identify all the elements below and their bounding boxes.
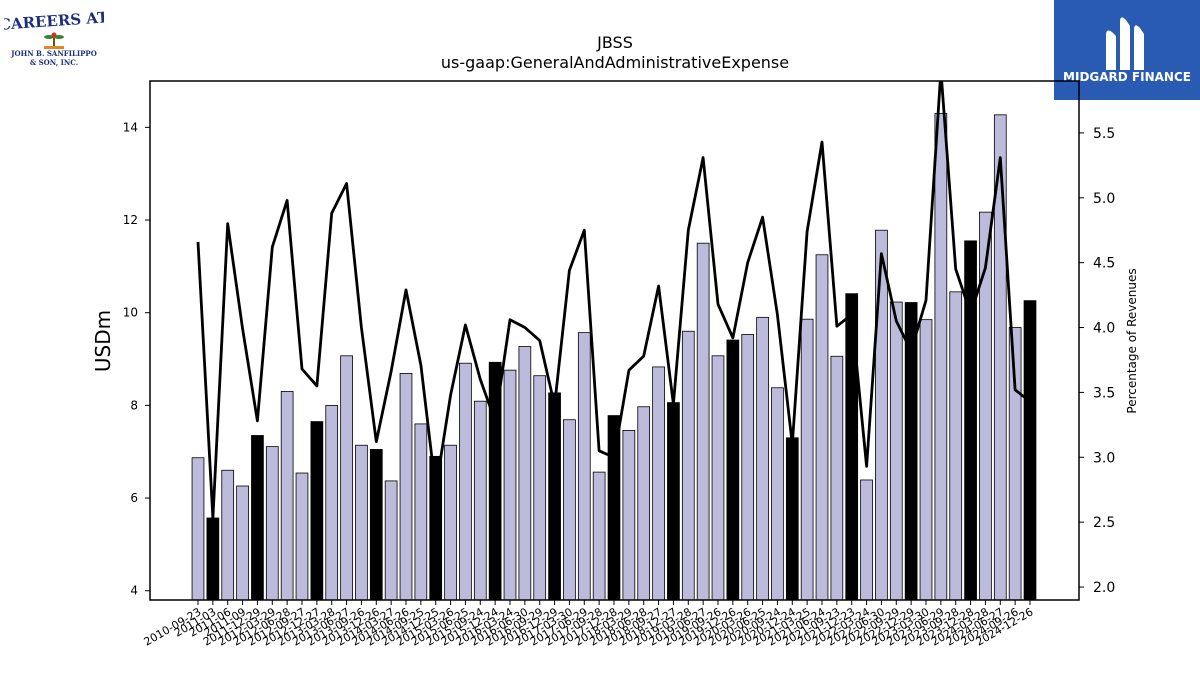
- y2-tick-label: 4.0: [1093, 321, 1115, 337]
- bar: [934, 113, 948, 601]
- careers-logo: CAREERS AT JOHN B. SANFILIPPO & SON, INC…: [0, 4, 110, 72]
- bar: [295, 472, 309, 601]
- bar: [518, 346, 532, 601]
- bar: [206, 517, 220, 601]
- y2-axis-label: Percentage of Revenues: [1125, 268, 1139, 413]
- bar: [503, 369, 517, 601]
- y2-tick-label: 5.5: [1093, 126, 1115, 142]
- palm-tree-icon: [44, 32, 64, 49]
- y-tick-label: 8: [130, 398, 138, 412]
- bar: [875, 229, 888, 601]
- bar: [919, 319, 933, 601]
- bar: [845, 293, 859, 601]
- y-axis-left: 4 6 8 10 12 14: [123, 120, 150, 598]
- y-tick-label: 4: [130, 584, 138, 598]
- bar-series: [191, 113, 1037, 601]
- bar: [533, 375, 547, 601]
- y-tick-label: 10: [123, 306, 138, 320]
- bar: [459, 362, 472, 601]
- bar: [399, 373, 413, 601]
- x-axis: 2010-09-232011-032011-062011-092011-12-2…: [142, 600, 1036, 649]
- y2-tick-label: 2.0: [1093, 580, 1115, 596]
- bar: [577, 332, 591, 601]
- midgard-m-icon: [1106, 17, 1144, 70]
- bar: [949, 291, 963, 601]
- bar: [592, 471, 606, 601]
- y2-tick-label: 2.5: [1093, 515, 1115, 531]
- bar: [236, 485, 249, 601]
- bar: [1008, 327, 1022, 601]
- bar: [830, 355, 844, 601]
- y2-tick-label: 3.5: [1093, 385, 1115, 401]
- bar: [414, 423, 428, 601]
- bar: [964, 240, 977, 601]
- bar: [221, 469, 235, 601]
- bar: [815, 254, 829, 601]
- y-axis-right: 2.0 2.5 3.0 3.5 4.0 4.5 5.0 5.5: [1079, 126, 1115, 596]
- bar: [741, 334, 755, 601]
- bar: [756, 316, 769, 601]
- bar: [860, 479, 873, 601]
- y2-tick-label: 4.5: [1093, 256, 1115, 272]
- bar: [340, 355, 353, 601]
- bar: [771, 387, 784, 601]
- bar: [785, 437, 799, 601]
- bar: [667, 402, 680, 601]
- bar: [444, 444, 457, 601]
- bar: [355, 444, 368, 601]
- bar: [369, 448, 383, 601]
- bar: [681, 330, 695, 601]
- bar: [280, 391, 294, 601]
- bar: [652, 366, 665, 601]
- percentage-line: [196, 81, 1031, 520]
- y2-tick-label: 3.0: [1093, 450, 1115, 466]
- y-axis-label: USDm: [91, 310, 115, 372]
- bar: [191, 457, 205, 601]
- careers-logo-line3: & SON, INC.: [30, 58, 78, 67]
- bar: [1023, 300, 1037, 601]
- bar: [622, 429, 636, 601]
- bar: [384, 480, 398, 601]
- bar: [251, 435, 264, 601]
- y2-tick-label: 5.0: [1093, 191, 1115, 207]
- bar: [325, 404, 339, 601]
- bar: [889, 301, 903, 601]
- bar: [265, 446, 279, 601]
- y-tick-label: 6: [130, 491, 138, 505]
- y-tick-label: 14: [123, 120, 138, 134]
- midgard-logo-text: MIDGARD FINANCE: [1063, 70, 1191, 84]
- bar: [637, 406, 651, 601]
- y-tick-label: 12: [123, 213, 138, 227]
- chart-title: JBSS: [596, 33, 633, 52]
- bar: [696, 242, 710, 601]
- bar: [800, 318, 814, 601]
- line-series: [196, 81, 1031, 520]
- bar: [607, 415, 621, 601]
- bar: [711, 355, 725, 601]
- bar: [473, 400, 487, 601]
- bar: [726, 339, 740, 601]
- bar: [563, 419, 576, 601]
- bar: [548, 392, 561, 601]
- bar: [429, 455, 443, 601]
- bar: [310, 421, 324, 601]
- careers-logo-line2: JOHN B. SANFILIPPO: [10, 49, 97, 58]
- chart-subtitle: us-gaap:GeneralAndAdministrativeExpense: [441, 53, 789, 72]
